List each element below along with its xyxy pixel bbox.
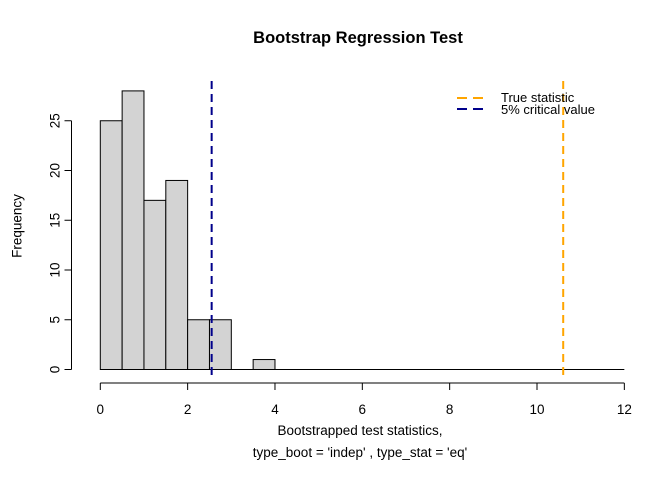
legend-item-true-statistic: True statistic	[457, 90, 595, 105]
y-axis-label: Frequency	[9, 194, 25, 258]
x-tick-label: 8	[446, 402, 454, 417]
legend-item-critical-value: 5% critical value	[457, 101, 595, 117]
legend-label-critical-value: 5% critical value	[501, 101, 595, 117]
histogram-bar	[143, 199, 167, 370]
y-tick-label: 25	[48, 113, 63, 128]
y-tick-label: 10	[48, 262, 63, 277]
y-tick-label: 20	[48, 163, 63, 178]
x-axis-label-line1: Bootstrapped test statistics,	[277, 423, 443, 438]
y-tick-label: 0	[48, 366, 63, 374]
x-tick-label: 0	[97, 402, 105, 417]
histogram-bar	[121, 90, 145, 371]
histogram-bar	[252, 359, 276, 370]
x-tick-label: 4	[271, 402, 279, 417]
histogram-bar	[99, 120, 123, 370]
x-tick-label: 2	[184, 402, 192, 417]
dashed-line-swatch-orange	[457, 96, 487, 99]
x-axis-label-line2: type_boot = 'indep' , type_stat = 'eq'	[252, 445, 468, 460]
histogram-bar	[208, 319, 232, 370]
x-tick-label: 6	[359, 402, 367, 417]
histogram-bar	[187, 319, 210, 370]
y-tick-label: 5	[48, 316, 63, 324]
legend: True statistic 5% critical value	[457, 90, 595, 117]
legend-label-true-statistic: True statistic	[501, 90, 575, 105]
chart-title: Bootstrap Regression Test	[253, 29, 463, 47]
x-tick-label: 12	[617, 402, 632, 417]
histogram-bar	[165, 179, 189, 370]
y-tick-label: 15	[48, 213, 63, 228]
x-tick-label: 10	[529, 402, 544, 417]
dashed-line-swatch-navy	[457, 108, 487, 111]
